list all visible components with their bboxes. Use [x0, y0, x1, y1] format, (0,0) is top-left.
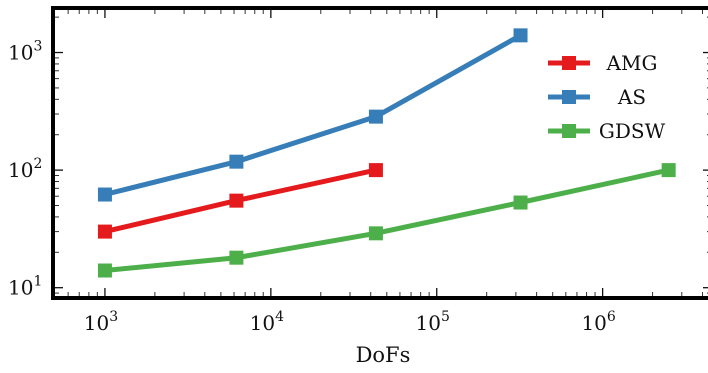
- data-point-gdsw: [513, 195, 528, 210]
- x-tick-label: 104: [250, 309, 284, 335]
- legend-marker-amg: [562, 56, 576, 70]
- data-point-as: [368, 109, 383, 124]
- y-tick-label: 102: [8, 156, 42, 182]
- y-tick-label: 101: [8, 274, 42, 300]
- y-tick-label: 103: [8, 39, 42, 65]
- data-point-gdsw: [97, 263, 112, 278]
- data-point-amg: [97, 224, 112, 239]
- x-tick-label: 106: [581, 309, 615, 335]
- x-axis-ticks: 103 104 105 106: [67, 10, 704, 335]
- legend: AMG AS GDSW: [548, 51, 666, 143]
- legend-marker-as: [562, 90, 576, 104]
- data-point-as: [97, 187, 112, 202]
- series-line-gdsw: [104, 167, 670, 273]
- series-line-as: [104, 33, 522, 197]
- data-point-gdsw: [229, 250, 244, 265]
- data-point-amg: [229, 193, 244, 208]
- data-point-gdsw: [368, 226, 383, 241]
- x-axis-label: DoFs: [356, 343, 411, 367]
- legend-label-gdsw: GDSW: [599, 119, 666, 143]
- data-point-as: [229, 154, 244, 169]
- plot-frame: [51, 6, 708, 300]
- legend-label-amg: AMG: [606, 51, 658, 75]
- data-point-amg: [368, 163, 383, 178]
- y-axis-ticks: 101 102 103: [8, 16, 708, 300]
- x-tick-label: 105: [416, 309, 450, 335]
- series-layer: [97, 28, 676, 278]
- legend-label-as: AS: [617, 85, 646, 109]
- x-tick-label: 103: [84, 309, 118, 335]
- data-point-gdsw: [661, 163, 676, 178]
- plot-border: [51, 6, 708, 300]
- legend-marker-gdsw: [562, 124, 576, 138]
- data-point-as: [513, 28, 528, 43]
